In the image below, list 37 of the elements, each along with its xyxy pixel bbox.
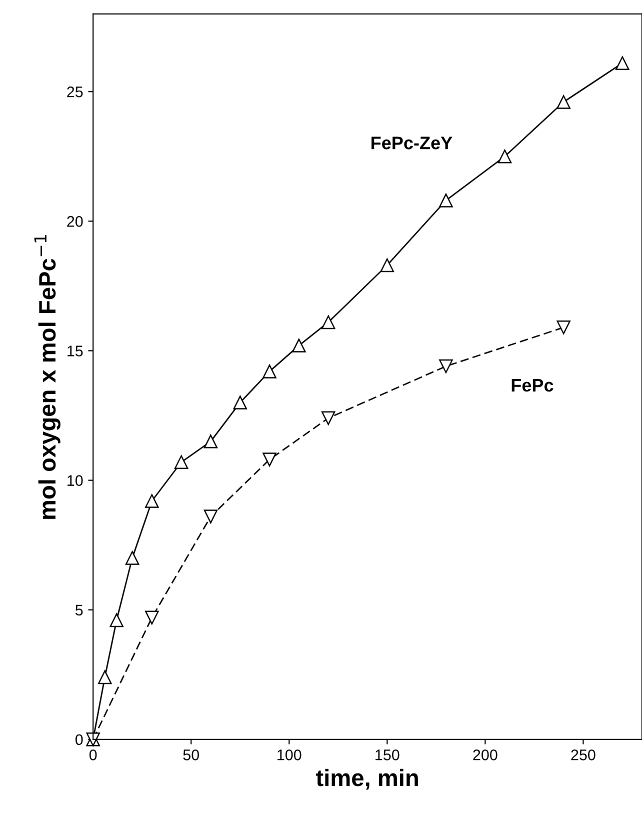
y-tick-label: 25	[67, 86, 83, 98]
point	[204, 510, 218, 524]
x-tick-label: 200	[473, 750, 498, 760]
point	[262, 364, 276, 378]
x-tick-label: 100	[278, 750, 302, 760]
y-tick-label: 10	[68, 475, 83, 486]
point	[556, 320, 570, 334]
x-axis-title: time, min	[316, 768, 418, 790]
point	[204, 434, 218, 448]
y-tick-label: 0	[75, 734, 83, 746]
x-tick-label: 50	[183, 750, 200, 760]
point	[125, 551, 140, 565]
point	[145, 610, 159, 624]
y-tick-label: 15	[68, 346, 83, 356]
point	[262, 452, 276, 466]
point	[498, 150, 512, 164]
x-tick-label: 0	[89, 750, 97, 760]
point	[110, 613, 124, 628]
point	[439, 359, 453, 374]
series-label: FePc	[512, 379, 554, 392]
y-tick-label: 5	[75, 604, 83, 616]
x-tick-label: 150	[376, 750, 400, 760]
y-tick-label: 20	[67, 216, 83, 227]
point	[616, 56, 630, 70]
y-axis-title: mol oxygen x mol FePc$^{−1}$	[34, 235, 60, 519]
point	[439, 194, 453, 208]
point	[292, 338, 306, 352]
point	[321, 411, 336, 425]
point	[380, 258, 394, 272]
point	[321, 315, 336, 330]
point	[556, 95, 570, 109]
text: FePc-ZeY	[372, 136, 452, 150]
point	[98, 670, 112, 684]
point	[145, 494, 159, 508]
point	[174, 455, 188, 470]
point	[233, 396, 247, 410]
x-tick-label: 250	[571, 750, 596, 760]
